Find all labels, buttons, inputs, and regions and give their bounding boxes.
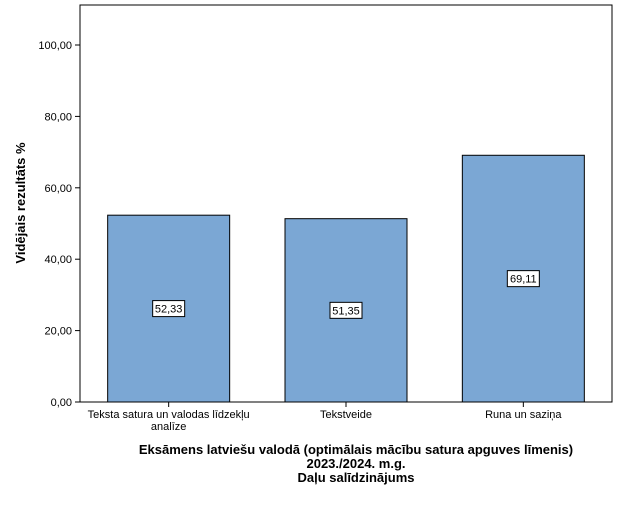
x-axis-title-line: 2023./2024. m.g. (306, 456, 405, 471)
x-axis-title-line: Daļu salīdzinājums (297, 470, 414, 485)
y-axis-title: Vidējais rezultāts % (13, 142, 28, 264)
y-tick-label: 100,00 (38, 40, 72, 52)
y-tick-label: 0,00 (51, 397, 72, 409)
y-tick-label: 60,00 (44, 183, 72, 195)
x-axis: Teksta satura un valodas līdzekļuanalīze… (88, 402, 562, 433)
data-label-box (329, 301, 363, 319)
y-tick-label: 40,00 (44, 254, 72, 266)
data-label: 69,11 (510, 274, 537, 286)
y-tick-label: 80,00 (44, 111, 72, 123)
y-axis: 0,00 20,00 40,00 60,00 80,00 100,00 (38, 40, 80, 409)
x-axis-title: Eksāmens latviešu valodā (optimālais māc… (139, 442, 573, 485)
data-label: 51,35 (332, 305, 360, 317)
x-tick-label: analīze (151, 421, 186, 433)
x-axis-title-line: Eksāmens latviešu valodā (optimālais māc… (139, 442, 573, 457)
x-tick-label: Teksta satura un valodas līdzekļu (88, 409, 250, 421)
data-label-box (506, 270, 540, 288)
x-tick-label: Runa un saziņa (485, 409, 562, 421)
bars-layer: 52,33 51,35 69,11 (107, 154, 585, 403)
x-tick-label: Tekstveide (320, 409, 372, 421)
y-tick-label: 20,00 (44, 326, 72, 338)
data-label-box (152, 300, 186, 318)
data-label: 52,33 (155, 304, 183, 316)
